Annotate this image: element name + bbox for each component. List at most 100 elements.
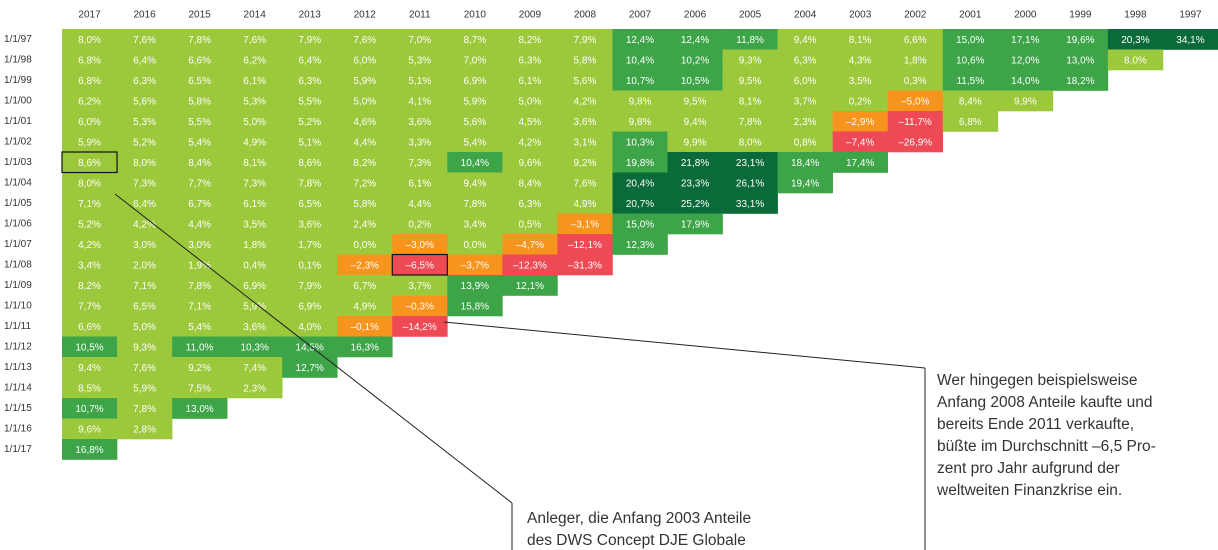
- cell: [612, 213, 668, 235]
- cell: [392, 213, 448, 235]
- cell: [942, 49, 999, 71]
- cell-value: 6,5%: [133, 301, 156, 312]
- cell: [172, 172, 228, 194]
- cell: [227, 193, 283, 214]
- cell-value: 5,4%: [188, 137, 211, 148]
- cell-value: 5,0%: [243, 117, 266, 128]
- cell: [447, 29, 503, 50]
- cell: [777, 29, 833, 50]
- cell: [392, 131, 448, 153]
- row-label: 1/1/07: [4, 239, 32, 250]
- cell: [447, 234, 503, 255]
- cell-value: 7,8%: [463, 199, 486, 210]
- cell-value: –14,2%: [403, 322, 437, 333]
- cell-value: 4,6%: [353, 117, 376, 128]
- cell: [777, 49, 833, 71]
- cell-value: 34,1%: [1176, 35, 1204, 46]
- cell: [557, 213, 613, 235]
- cell: [282, 70, 338, 91]
- cell: [667, 193, 723, 214]
- cell: [282, 152, 338, 173]
- cell-value: 7,1%: [188, 301, 211, 312]
- cell-value: 4,4%: [408, 199, 431, 210]
- cell: [392, 316, 448, 337]
- cell: [172, 254, 228, 276]
- cell-value: 5,1%: [298, 137, 321, 148]
- cell: [777, 90, 833, 112]
- cell: [557, 70, 613, 91]
- cell: [282, 316, 338, 337]
- cell: [502, 152, 558, 173]
- cell-value: 19,4%: [791, 178, 819, 189]
- cell: [227, 131, 283, 153]
- cell: [612, 70, 668, 91]
- cell-value: –6,5%: [406, 260, 434, 271]
- cell: [557, 49, 613, 71]
- cell: [447, 193, 503, 214]
- cell-value: 17,4%: [846, 158, 874, 169]
- cell: [722, 29, 778, 50]
- cell-value: 7,5%: [188, 383, 211, 394]
- cell: [62, 70, 118, 91]
- cell: [172, 213, 228, 235]
- cell: [557, 111, 613, 132]
- cell: [832, 131, 889, 153]
- cell-value: 6,4%: [298, 55, 321, 66]
- cell: [282, 357, 338, 378]
- cell-value: 6,6%: [78, 322, 101, 333]
- cell: [392, 152, 448, 173]
- annotation-line: büßte im Durchschnitt –6,5 Pro-: [937, 438, 1156, 455]
- cell: [447, 275, 503, 296]
- cell-value: 2,3%: [794, 117, 817, 128]
- cell: [557, 152, 613, 173]
- cell: [502, 70, 558, 91]
- cell-value: 3,0%: [133, 240, 156, 251]
- cell: [447, 90, 503, 112]
- cell: [667, 213, 723, 235]
- cell-value: 7,3%: [133, 178, 156, 189]
- cell-value: 15,0%: [956, 35, 984, 46]
- cell-value: 9,6%: [519, 158, 542, 169]
- cell-value: 7,8%: [739, 117, 762, 128]
- cell-value: 2,4%: [353, 219, 376, 230]
- cell: [502, 234, 558, 255]
- cell-value: 13,0%: [185, 404, 213, 415]
- cell-value: 5,5%: [188, 117, 211, 128]
- cell-value: 17,9%: [681, 219, 709, 230]
- cell: [1107, 29, 1164, 50]
- column-header: 2005: [739, 10, 762, 21]
- cell-value: 2,8%: [133, 424, 156, 435]
- cell-value: 10,4%: [626, 55, 654, 66]
- cell-value: 6,8%: [78, 76, 101, 87]
- cell-value: 3,4%: [463, 219, 486, 230]
- cell: [447, 152, 503, 173]
- cell-value: 9,4%: [684, 117, 707, 128]
- cell: [612, 49, 668, 71]
- cell-value: 12,4%: [681, 35, 709, 46]
- cell-value: 10,5%: [75, 342, 103, 353]
- cell: [282, 275, 338, 296]
- cell: [777, 70, 833, 91]
- cell-value: 5,2%: [133, 137, 156, 148]
- cell-value: 8,1%: [849, 35, 872, 46]
- cell-value: 9,4%: [78, 363, 101, 374]
- cell-value: 6,1%: [519, 76, 542, 87]
- row-label: 1/1/10: [4, 300, 32, 311]
- cell-value: 4,5%: [519, 117, 542, 128]
- cell-value: 5,3%: [408, 55, 431, 66]
- column-header: 2004: [794, 10, 817, 21]
- cell-value: 0,0%: [463, 240, 486, 251]
- cell-value: –2,3%: [351, 260, 379, 271]
- cell: [557, 234, 613, 255]
- cell-value: 8,2%: [519, 35, 542, 46]
- cell-value: 12,1%: [516, 281, 544, 292]
- cell: [337, 234, 393, 255]
- cell: [117, 70, 173, 91]
- cell: [172, 152, 228, 173]
- cell: [832, 111, 889, 132]
- annotation-line: weltweiten Finanzkrise ein.: [936, 482, 1122, 499]
- cell: [337, 131, 393, 153]
- cell-value: –5,0%: [901, 96, 929, 107]
- column-header: 2006: [684, 10, 707, 21]
- cell-value: 10,3%: [240, 342, 268, 353]
